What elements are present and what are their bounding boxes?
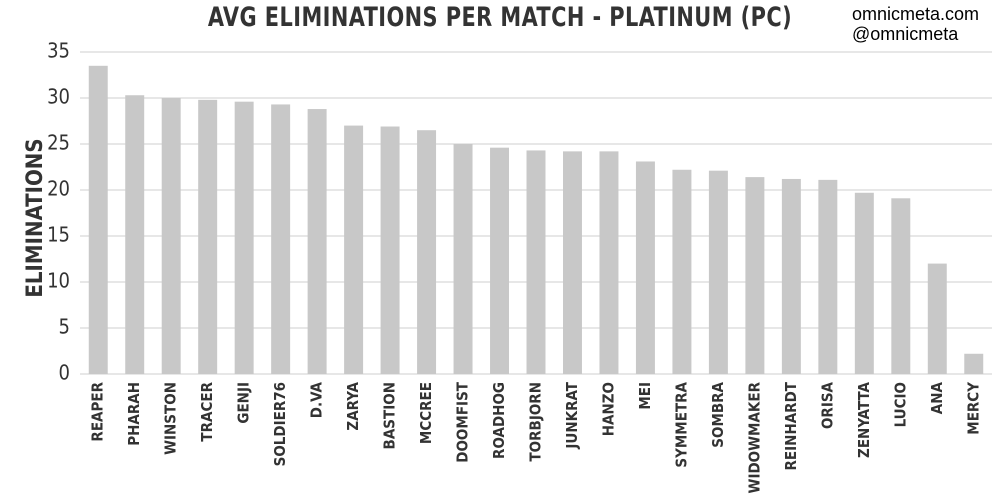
- y-tick-label: 15: [47, 223, 70, 247]
- bar-d-va: [307, 109, 327, 374]
- y-axis-title: ELIMINATIONS: [23, 138, 48, 297]
- category-label: SOLDIER76: [271, 382, 289, 466]
- category-label: DOOMFIST: [454, 381, 472, 463]
- category-label: D.VA: [308, 381, 326, 418]
- bar-junkrat: [562, 151, 582, 374]
- bar-zenyatta: [854, 192, 874, 374]
- credit-site: omnicmeta.com: [852, 4, 980, 24]
- bar-mei: [635, 161, 655, 374]
- category-label: GENJI: [235, 382, 253, 424]
- category-label: HANZO: [599, 382, 617, 436]
- y-tick-label: 30: [47, 85, 70, 109]
- bar-lucio: [891, 198, 911, 374]
- chart-title: AVG ELIMINATIONS PER MATCH - PLATINUM (P…: [207, 2, 793, 33]
- category-label: PHARAH: [125, 382, 143, 446]
- category-label: REAPER: [89, 381, 107, 441]
- category-label: ORISA: [818, 381, 836, 429]
- bar-widowmaker: [745, 177, 765, 374]
- category-label: REINHARDT: [782, 381, 800, 470]
- category-label: MCCREE: [417, 382, 435, 444]
- bar-torbjorn: [526, 150, 546, 374]
- category-label: TORBJORN: [527, 382, 545, 462]
- bar-bastion: [380, 126, 400, 375]
- bar-symmetra: [672, 169, 692, 374]
- y-tick-label: 10: [47, 269, 70, 293]
- bar-tracer: [198, 99, 218, 374]
- category-label: MEI: [636, 382, 654, 410]
- category-label: BASTION: [381, 382, 399, 449]
- category-label: SYMMETRA: [672, 381, 690, 467]
- category-label: ZENYATTA: [855, 381, 873, 458]
- bar-doomfist: [453, 144, 473, 374]
- category-label: WIDOWMAKER: [745, 381, 763, 493]
- bar-soldier76: [271, 104, 291, 374]
- y-tick-labels: 0 5 10 15 20 25 30 35: [47, 39, 70, 385]
- bar-roadhog: [490, 147, 510, 374]
- category-label: WINSTON: [162, 382, 180, 455]
- bar-reinhardt: [781, 178, 801, 374]
- category-label: ANA: [928, 381, 946, 414]
- category-label: ZARYA: [344, 381, 362, 430]
- bar-winston: [161, 98, 181, 374]
- bar-ana: [927, 263, 947, 374]
- category-labels: REAPER PHARAH WINSTON TRACER GENJI SOLDIER76 D…: [89, 381, 983, 493]
- y-tick-label: 25: [47, 131, 70, 155]
- bar-sombra: [708, 170, 728, 374]
- category-label: LUCIO: [891, 382, 909, 427]
- category-label: SOMBRA: [709, 381, 727, 447]
- bar-orisa: [818, 179, 838, 374]
- bar-mccree: [417, 130, 437, 374]
- bars: [88, 65, 984, 375]
- bar-genji: [234, 101, 254, 375]
- y-tick-label: 20: [47, 177, 70, 201]
- category-label: TRACER: [198, 381, 216, 441]
- bar-pharah: [125, 95, 145, 375]
- y-tick-label: 0: [59, 361, 70, 385]
- bar-reaper: [88, 65, 108, 375]
- y-tick-label: 5: [59, 315, 70, 339]
- credit-handle: @omnicmeta: [852, 24, 959, 44]
- bar-mercy: [964, 353, 984, 374]
- y-tick-label: 35: [47, 39, 70, 63]
- category-label: ROADHOG: [490, 382, 508, 459]
- category-label: MERCY: [964, 382, 982, 435]
- category-label: JUNKRAT: [563, 381, 581, 449]
- bar-zarya: [344, 125, 364, 374]
- bar-hanzo: [599, 151, 619, 374]
